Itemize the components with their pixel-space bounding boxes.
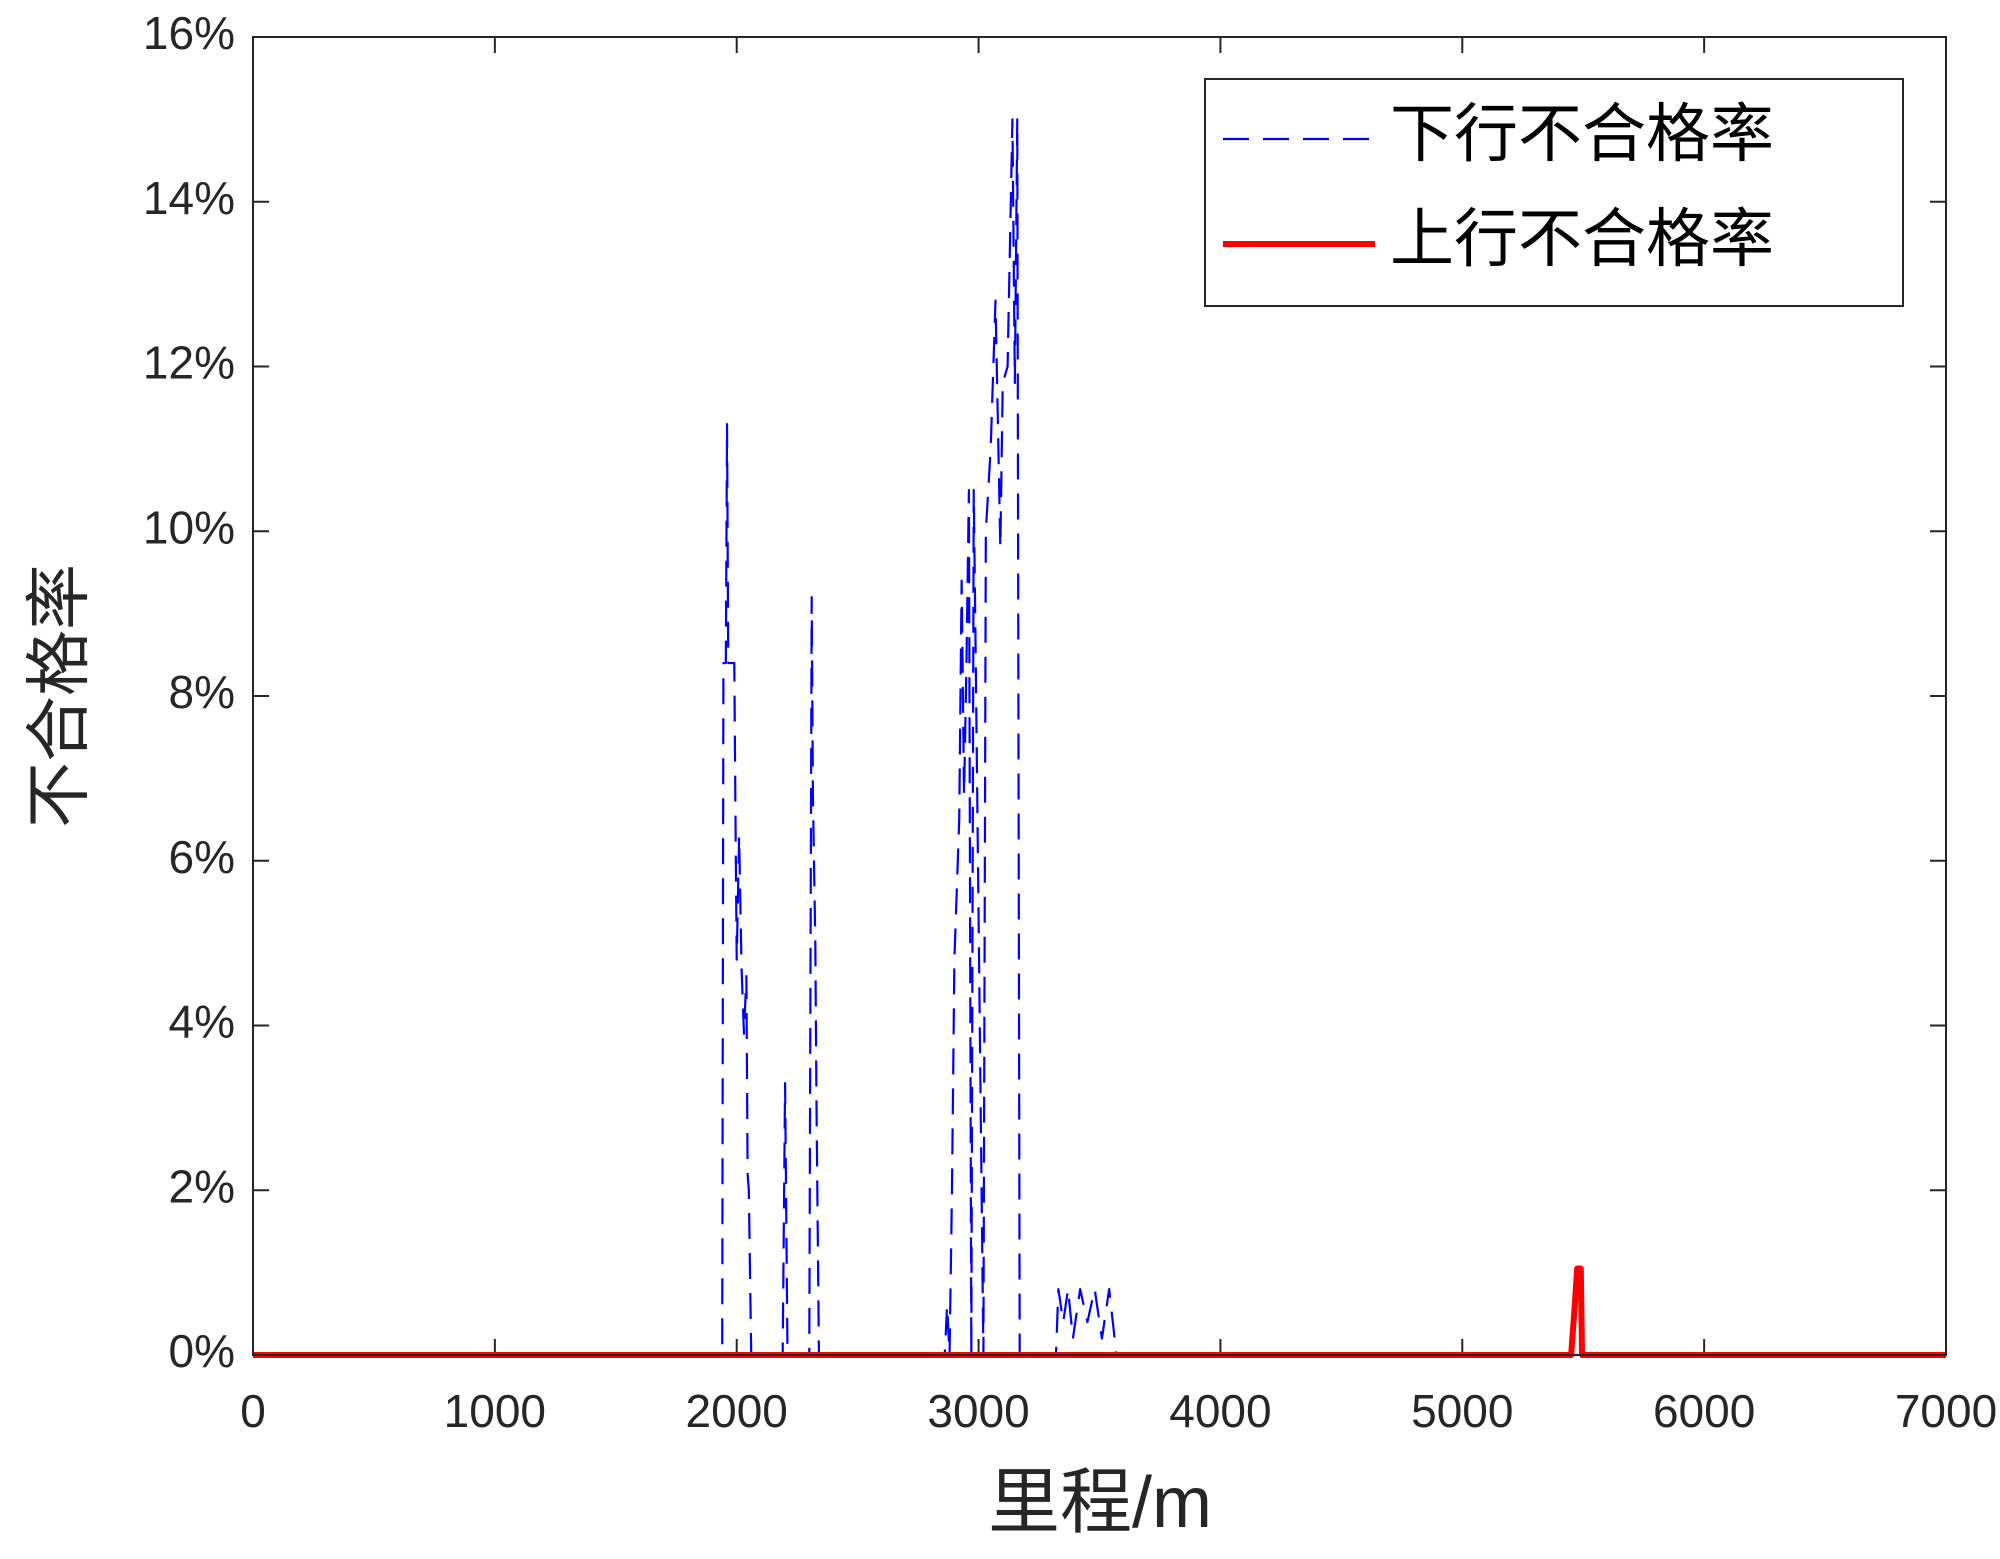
y-axis-label: 不合格率 bbox=[21, 564, 95, 828]
x-tick-label: 1000 bbox=[444, 1385, 546, 1437]
plot-frame bbox=[252, 36, 1947, 1356]
y-tick-label: 14% bbox=[143, 172, 235, 224]
x-tick-label: 0 bbox=[240, 1385, 266, 1437]
x-tick-label: 5000 bbox=[1411, 1385, 1513, 1437]
x-axis-label: 里程/m bbox=[988, 1463, 1212, 1543]
x-tick-label: 7000 bbox=[1895, 1385, 1997, 1437]
x-tick-label: 6000 bbox=[1653, 1385, 1755, 1437]
y-tick-label: 10% bbox=[143, 501, 235, 553]
legend-label: 下行不合格率 bbox=[1390, 98, 1774, 170]
y-tick-label: 8% bbox=[169, 666, 235, 718]
x-tick-label: 3000 bbox=[927, 1385, 1029, 1437]
legend-label: 上行不合格率 bbox=[1390, 203, 1774, 275]
x-tick-label: 2000 bbox=[686, 1385, 788, 1437]
y-tick-label: 0% bbox=[169, 1325, 235, 1377]
y-tick-label: 16% bbox=[143, 7, 235, 59]
y-tick-label: 2% bbox=[169, 1160, 235, 1212]
y-tick-label: 4% bbox=[169, 996, 235, 1048]
series-line bbox=[253, 118, 1946, 1357]
legend-box bbox=[1204, 78, 1904, 307]
y-tick-label: 12% bbox=[143, 337, 235, 389]
series-line bbox=[253, 1265, 1946, 1358]
x-tick-label: 4000 bbox=[1169, 1385, 1271, 1437]
y-tick-label: 6% bbox=[169, 831, 235, 883]
